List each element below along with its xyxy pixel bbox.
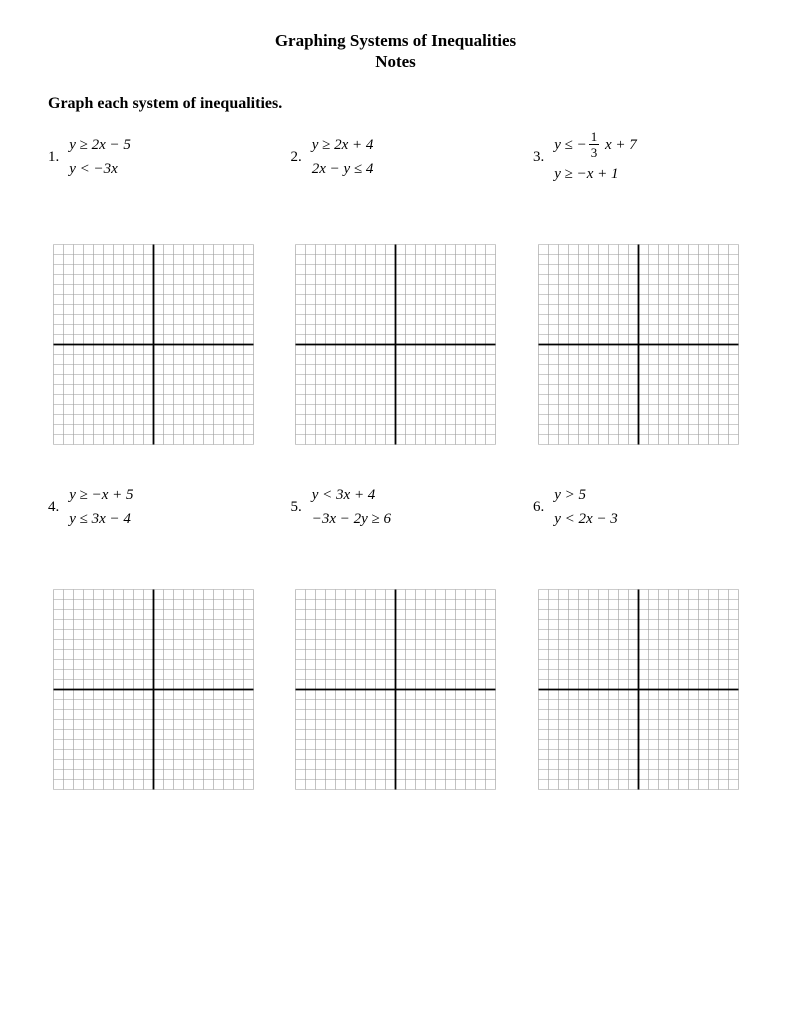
- title-block: Graphing Systems of Inequalities Notes: [48, 30, 743, 73]
- grid-cell: [48, 244, 258, 445]
- problem-4: 4. y ≥ −x + 5 y ≤ 3x − 4: [48, 485, 258, 530]
- problem-2: 2. y ≥ 2x + 4 2x − y ≤ 4: [291, 131, 501, 184]
- inequality-line: y < −3x: [69, 159, 131, 179]
- ineq-prefix: y ≤ −: [554, 136, 587, 152]
- inequality-stack: y ≥ 2x + 4 2x − y ≤ 4: [312, 135, 374, 180]
- worksheet-page: Graphing Systems of Inequalities Notes G…: [0, 0, 791, 870]
- coordinate-grid: [538, 244, 739, 445]
- problem-1: 1. y ≥ 2x − 5 y < −3x: [48, 131, 258, 184]
- problem-6: 6. y > 5 y < 2x − 3: [533, 485, 743, 530]
- instruction-text: Graph each system of inequalities.: [48, 95, 743, 113]
- inequality-line: −3x − 2y ≥ 6: [312, 509, 391, 529]
- inequality-line: 2x − y ≤ 4: [312, 159, 374, 179]
- grid-cell: [291, 244, 501, 445]
- inequality-line: y ≤ −13 x + 7: [554, 131, 637, 160]
- inequality-line: y > 5: [554, 485, 618, 505]
- grid-cell: [48, 589, 258, 790]
- fraction-denominator: 3: [589, 145, 600, 159]
- inequality-line: y < 3x + 4: [312, 485, 391, 505]
- coordinate-grid: [295, 244, 496, 445]
- inequality-line: y < 2x − 3: [554, 509, 618, 529]
- grid-cell: [533, 589, 743, 790]
- ineq-suffix: x + 7: [601, 136, 637, 152]
- inequality-line: y ≤ 3x − 4: [69, 509, 133, 529]
- coordinate-grid: [53, 244, 254, 445]
- grids-row-1: [48, 244, 743, 445]
- inequality-stack: y ≥ 2x − 5 y < −3x: [69, 135, 131, 180]
- inequality-line: y ≥ −x + 5: [69, 485, 133, 505]
- problem-number: 2.: [291, 149, 302, 166]
- problems-row-1: 1. y ≥ 2x − 5 y < −3x 2. y ≥ 2x + 4 2x −…: [48, 131, 743, 184]
- problem-number: 3.: [533, 149, 544, 166]
- inequality-stack: y ≥ −x + 5 y ≤ 3x − 4: [69, 485, 133, 530]
- fraction: 13: [589, 130, 600, 159]
- inequality-stack: y ≤ −13 x + 7 y ≥ −x + 1: [554, 131, 637, 184]
- inequality-line: y ≥ 2x − 5: [69, 135, 131, 155]
- problem-number: 4.: [48, 499, 59, 516]
- grid-cell: [533, 244, 743, 445]
- problems-row-2: 4. y ≥ −x + 5 y ≤ 3x − 4 5. y < 3x + 4 −…: [48, 485, 743, 530]
- fraction-numerator: 1: [589, 130, 600, 145]
- grids-row-2: [48, 589, 743, 790]
- problem-number: 1.: [48, 149, 59, 166]
- inequality-stack: y < 3x + 4 −3x − 2y ≥ 6: [312, 485, 391, 530]
- grid-cell: [291, 589, 501, 790]
- coordinate-grid: [295, 589, 496, 790]
- inequality-line: y ≥ −x + 1: [554, 164, 637, 184]
- title-line-1: Graphing Systems of Inequalities: [48, 30, 743, 51]
- coordinate-grid: [53, 589, 254, 790]
- inequality-stack: y > 5 y < 2x − 3: [554, 485, 618, 530]
- problem-5: 5. y < 3x + 4 −3x − 2y ≥ 6: [291, 485, 501, 530]
- title-line-2: Notes: [48, 51, 743, 72]
- problem-number: 6.: [533, 499, 544, 516]
- inequality-line: y ≥ 2x + 4: [312, 135, 374, 155]
- coordinate-grid: [538, 589, 739, 790]
- problem-3: 3. y ≤ −13 x + 7 y ≥ −x + 1: [533, 131, 743, 184]
- problem-number: 5.: [291, 499, 302, 516]
